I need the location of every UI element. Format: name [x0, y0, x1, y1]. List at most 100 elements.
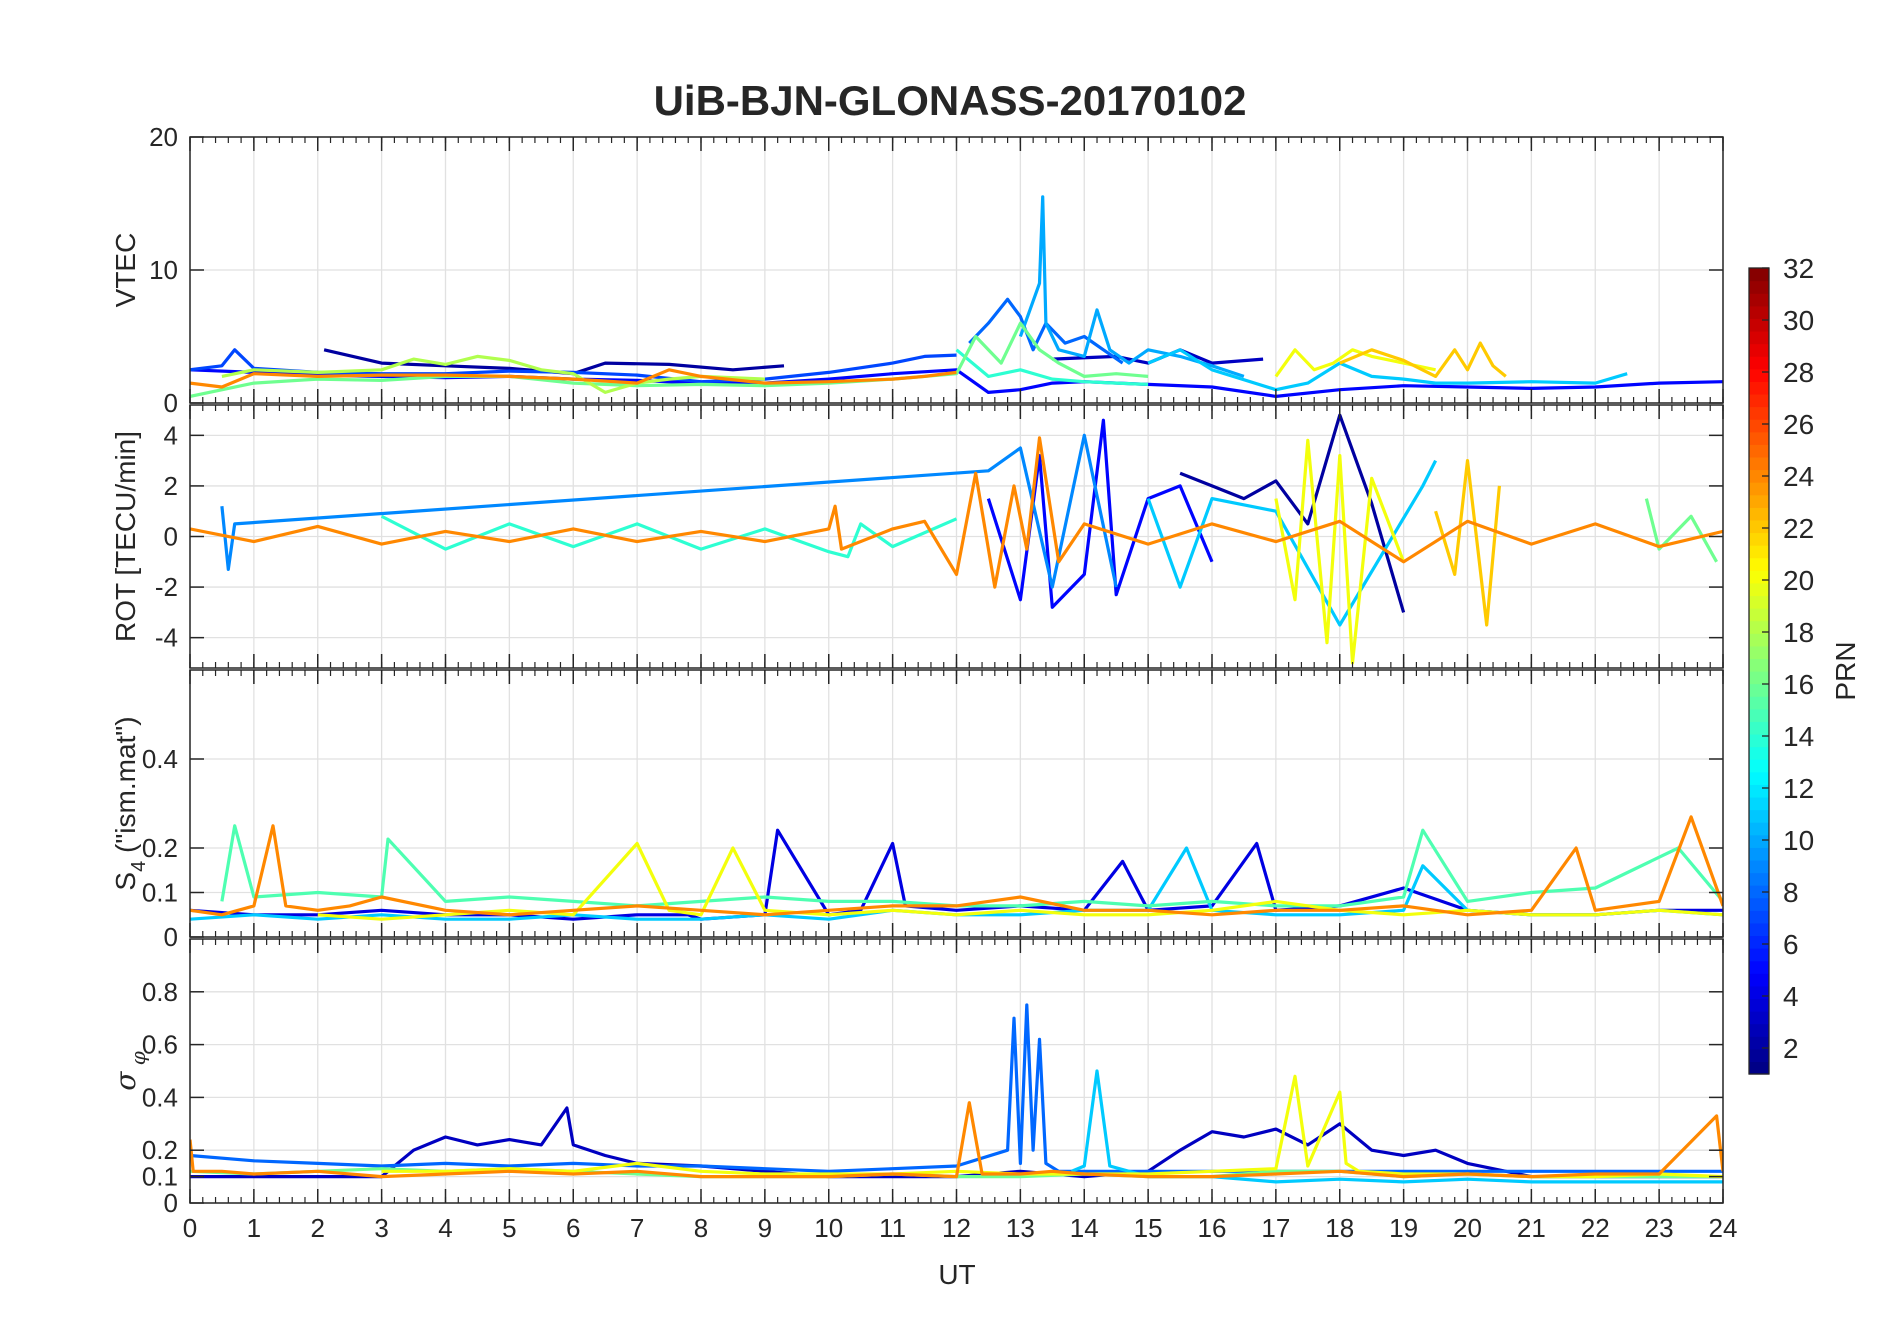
x-tick-label: 4	[438, 1213, 452, 1243]
y-axis-label-rot: ROT [TECU/min]	[110, 431, 141, 642]
colorbar-swatch	[1749, 897, 1769, 911]
x-tick-label: 9	[758, 1213, 772, 1243]
colorbar-swatch	[1749, 469, 1769, 483]
colorbar-swatch	[1749, 545, 1769, 559]
x-axis-label: UT	[938, 1259, 975, 1290]
colorbar-swatch	[1749, 595, 1769, 609]
colorbar-swatch	[1749, 318, 1769, 332]
colorbar-swatch	[1749, 280, 1769, 294]
colorbar-swatch	[1749, 721, 1769, 735]
colorbar-swatch	[1749, 859, 1769, 874]
colorbar-swatch	[1749, 746, 1769, 760]
colorbar-tick-label: 26	[1783, 409, 1814, 440]
series-line-prn-11	[1147, 348, 1628, 392]
series-line-prn-16	[1644, 498, 1718, 563]
x-tick-label: 24	[1709, 1213, 1738, 1243]
colorbar-swatch	[1749, 910, 1769, 924]
y-axis-label-vtec: VTEC	[110, 233, 141, 308]
series-line-prn-7	[190, 348, 957, 384]
colorbar-swatch	[1749, 431, 1769, 445]
x-tick-label: 18	[1325, 1213, 1354, 1243]
y-tick-label: 2	[164, 471, 178, 501]
x-tick-label: 23	[1645, 1213, 1674, 1243]
colorbar-swatch	[1749, 872, 1769, 886]
colorbar-swatch	[1749, 671, 1769, 685]
panel-vtec: 0 10 20 VTEC	[110, 122, 1724, 418]
series-line-prn-11	[190, 846, 1723, 921]
x-tick-label: 0	[183, 1213, 197, 1243]
colorbar-swatch	[1749, 696, 1769, 710]
panel-s4: 0 0.1 0.2 0.4S4 ("ism.mat")	[110, 669, 1724, 952]
colorbar-swatch	[1749, 834, 1769, 848]
x-tick-label: 22	[1581, 1213, 1610, 1243]
colorbar-swatch	[1749, 935, 1769, 949]
colorbar-swatch	[1749, 305, 1769, 319]
x-tick-label: 6	[566, 1213, 580, 1243]
colorbar-swatch	[1749, 847, 1769, 861]
y-axis-label-sigma: σ φ	[109, 1051, 150, 1091]
x-tick-label: 13	[1006, 1213, 1035, 1243]
x-tick-label: 12	[942, 1213, 971, 1243]
colorbar-tick-label: 18	[1783, 617, 1814, 648]
series-line-prn-10	[1018, 195, 1245, 378]
colorbar-swatch	[1749, 356, 1769, 370]
y-tick-label: 0	[164, 522, 178, 552]
colorbar-swatch	[1749, 759, 1769, 773]
colorbar-tick-label: 12	[1783, 773, 1814, 804]
x-tick-label: 10	[814, 1213, 843, 1243]
colorbar-swatch	[1749, 658, 1769, 672]
colorbar-swatch	[1749, 885, 1769, 899]
series-group	[190, 1003, 1723, 1184]
chart-title: UiB-BJN-GLONASS-20170102	[654, 77, 1247, 124]
y-tick-label: 0.2	[142, 1135, 178, 1165]
series-line-prn-8	[968, 297, 1124, 365]
colorbar-swatch	[1749, 519, 1769, 534]
colorbar-swatch	[1749, 406, 1769, 420]
colorbar-label: PRN	[1830, 641, 1861, 700]
y-axis-label-s4: S4 ("ism.mat")	[110, 716, 150, 890]
y-tick-label: 0.4	[142, 1082, 178, 1112]
colorbar-swatch	[1749, 1023, 1769, 1037]
y-tick-label: 0.1	[142, 878, 178, 908]
colorbar-swatch	[1749, 922, 1769, 937]
colorbar-swatch	[1749, 582, 1769, 597]
series-line-prn-9	[220, 433, 1118, 589]
colorbar-swatch	[1749, 1011, 1769, 1025]
colorbar-swatch	[1749, 985, 1769, 1000]
x-tick-label: 17	[1261, 1213, 1290, 1243]
x-tick-label: 16	[1198, 1213, 1227, 1243]
x-axis: 0 1 2 3 4 5 6 7 8 9 10 11 12 13 14 15 16 17 18 19 20 21 22 23 24	[183, 1213, 1738, 1243]
x-tick-label: 3	[374, 1213, 388, 1243]
series-line-prn-14	[955, 348, 1149, 386]
y-tick-label: 0.1	[142, 1162, 178, 1192]
colorbar-swatch	[1749, 998, 1769, 1012]
colorbar-swatch	[1749, 330, 1769, 345]
colorbar-tick-label: 24	[1783, 461, 1814, 492]
series-line-prn-24	[190, 1101, 1723, 1179]
colorbar-tick-label: 16	[1783, 669, 1814, 700]
colorbar-swatch	[1749, 960, 1769, 974]
series-group	[190, 195, 1723, 398]
colorbar-swatch	[1749, 381, 1769, 395]
colorbar-swatch	[1749, 507, 1769, 521]
colorbar-swatch	[1749, 1061, 1769, 1075]
colorbar-swatch	[1749, 645, 1769, 660]
colorbar-tick-label: 8	[1783, 877, 1799, 908]
y-tick-label: 10	[149, 255, 178, 285]
y-tick-label: 0.2	[142, 833, 178, 863]
y-tick-label: 20	[149, 122, 178, 152]
x-tick-label: 14	[1070, 1213, 1099, 1243]
colorbar-swatch	[1749, 973, 1769, 987]
x-tick-label: 21	[1517, 1213, 1546, 1243]
colorbar-tick-label: 6	[1783, 929, 1799, 960]
colorbar-swatch	[1749, 494, 1769, 508]
colorbar-swatch	[1749, 343, 1769, 357]
x-tick-label: 5	[502, 1213, 516, 1243]
colorbar-swatch	[1749, 293, 1769, 307]
colorbar-swatch	[1749, 608, 1769, 622]
series-line-prn-20	[1274, 348, 1436, 378]
colorbar-swatch	[1749, 393, 1769, 408]
colorbar-swatch	[1749, 771, 1769, 785]
